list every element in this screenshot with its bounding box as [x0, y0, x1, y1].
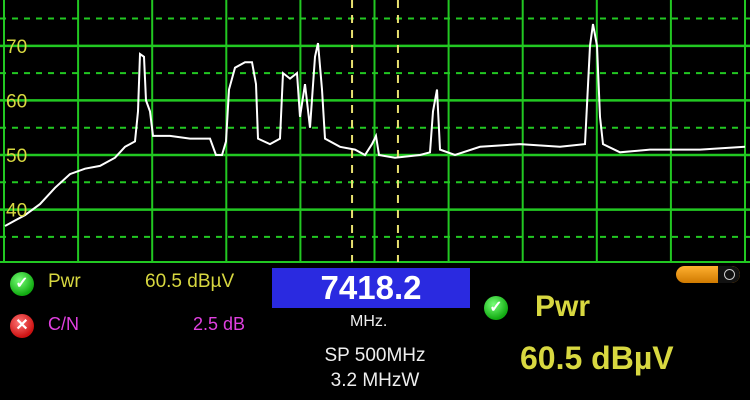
- y-tick-label: 60: [6, 91, 27, 112]
- spectrum-chart: 40 50 60 70 80: [0, 0, 750, 263]
- center-frequency[interactable]: 7418.2: [272, 268, 470, 308]
- span-value: SP 500MHz: [324, 345, 426, 366]
- y-tick-label: 40: [6, 201, 27, 222]
- big-pwr-label: Pwr: [535, 290, 591, 323]
- check-icon: ✓: [484, 296, 508, 320]
- y-tick-label: 50: [6, 146, 27, 167]
- frequency-unit: MHz.: [350, 313, 388, 330]
- cn-value: 2.5 dB: [193, 314, 246, 334]
- y-tick-label: 80: [6, 0, 27, 3]
- cn-label: C/N: [48, 314, 79, 334]
- spectrum-trace: [4, 23, 746, 227]
- big-pwr-value: 60.5 dBµV: [520, 340, 674, 376]
- check-icon: ✓: [10, 272, 34, 296]
- battery-icon: [676, 266, 740, 283]
- pwr-label: Pwr: [48, 271, 81, 292]
- pwr-value: 60.5 dBµV: [145, 271, 235, 292]
- cross-icon: ✕: [10, 314, 34, 338]
- rbw-value: 3.2 MHzW: [330, 370, 420, 391]
- y-tick-label: 70: [6, 37, 27, 58]
